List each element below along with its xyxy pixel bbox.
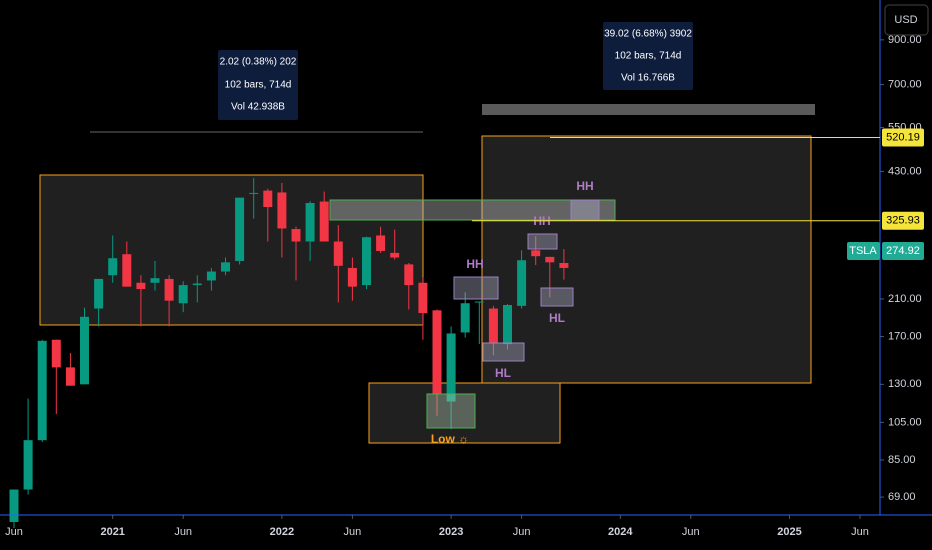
candle-body bbox=[192, 283, 202, 286]
candle-body bbox=[559, 263, 569, 268]
candle-body bbox=[221, 262, 230, 272]
candle-body bbox=[51, 339, 61, 368]
candle-body bbox=[503, 304, 512, 345]
y-tick-label: 900.00 bbox=[888, 34, 922, 46]
candle-body bbox=[65, 367, 75, 386]
candle-body bbox=[418, 282, 428, 314]
candle-body bbox=[474, 301, 484, 303]
candle-body bbox=[362, 237, 371, 286]
candle-body bbox=[319, 201, 329, 242]
annotation: HL bbox=[495, 366, 511, 380]
x-tick-label: 2024 bbox=[608, 526, 633, 538]
candle-body bbox=[150, 278, 160, 283]
y-tick-label: 700.00 bbox=[888, 79, 922, 91]
y-tick-label: 105.00 bbox=[888, 416, 922, 428]
y-tick-label: 210.00 bbox=[888, 293, 922, 305]
candle-body bbox=[291, 229, 301, 242]
x-tick-label: Jun bbox=[174, 526, 192, 538]
x-tick-label: Jun bbox=[682, 526, 700, 538]
y-tick-label: 170.00 bbox=[888, 330, 922, 342]
last-price-label: 274.92 bbox=[886, 245, 920, 257]
candle-body bbox=[249, 192, 259, 194]
symbol-label-bg bbox=[847, 242, 880, 261]
candle-body bbox=[263, 190, 273, 208]
candle-body bbox=[9, 489, 19, 522]
candle-body bbox=[545, 256, 555, 263]
y-tick-label: 69.00 bbox=[888, 491, 916, 503]
candle-body bbox=[376, 235, 386, 251]
last-price-bg bbox=[882, 242, 924, 261]
price-label: 520.19 bbox=[886, 131, 920, 143]
pivot-box bbox=[426, 393, 476, 429]
y-tick-label: 430.00 bbox=[888, 165, 922, 177]
annotation: HH bbox=[466, 257, 483, 271]
price-label-bg bbox=[882, 211, 924, 230]
symbol-label: TSLA bbox=[849, 245, 877, 257]
candle-body bbox=[333, 241, 343, 266]
candle-body bbox=[488, 308, 498, 343]
range-box bbox=[481, 135, 812, 384]
pivot-box bbox=[570, 199, 600, 221]
candle-body bbox=[446, 333, 456, 402]
x-tick-label: Jun bbox=[851, 526, 869, 538]
y-tick-label: 130.00 bbox=[888, 378, 922, 390]
measure-box bbox=[603, 22, 693, 90]
candle-body bbox=[517, 260, 527, 306]
measure-text: 102 bars, 714d bbox=[615, 51, 682, 62]
range-box bbox=[368, 382, 561, 444]
currency-button[interactable] bbox=[884, 4, 929, 36]
candle-body bbox=[347, 267, 357, 287]
price-label-bg bbox=[882, 128, 924, 147]
candle-body bbox=[432, 310, 442, 395]
x-tick-label: 2023 bbox=[439, 526, 463, 538]
candle-body bbox=[404, 264, 414, 286]
zone bbox=[329, 199, 616, 221]
x-tick-label: Jun bbox=[5, 526, 23, 538]
pivot-box bbox=[527, 233, 558, 250]
candle-body bbox=[206, 271, 216, 281]
candle-body bbox=[122, 254, 132, 287]
candle-body bbox=[178, 285, 188, 304]
candle-body bbox=[277, 192, 287, 229]
candle-body bbox=[37, 340, 47, 441]
candle-body bbox=[390, 252, 400, 258]
measure-text: Vol 42.938B bbox=[231, 102, 285, 113]
currency[interactable]: USD bbox=[894, 14, 917, 26]
price-label: 325.93 bbox=[886, 215, 920, 227]
x-tick-label: 2021 bbox=[100, 526, 124, 538]
candle-body bbox=[80, 316, 89, 385]
measure-text: 39.02 (6.68%) 3902 bbox=[604, 29, 692, 40]
measure-text: 2.02 (0.38%) 202 bbox=[220, 57, 297, 68]
x-tick-label: Jun bbox=[344, 526, 362, 538]
measure-text: Vol 16.766B bbox=[621, 73, 675, 84]
candle-body bbox=[531, 250, 541, 257]
candle-body bbox=[136, 282, 146, 290]
x-tick-label: 2022 bbox=[270, 526, 294, 538]
measure-text: 102 bars, 714d bbox=[225, 80, 292, 91]
candle-body bbox=[108, 258, 118, 276]
candle-body bbox=[23, 440, 33, 490]
candle-body bbox=[164, 278, 174, 301]
pivot-box bbox=[453, 276, 499, 300]
candle-body bbox=[305, 203, 315, 242]
candle-body bbox=[94, 278, 104, 309]
x-tick-label: 2025 bbox=[777, 526, 801, 538]
annotation: HL bbox=[549, 311, 565, 325]
measure-box bbox=[218, 50, 298, 120]
annotation: Low ☼ bbox=[431, 432, 469, 446]
pivot-box bbox=[482, 342, 525, 362]
pivot-box bbox=[540, 287, 574, 307]
gray-bar bbox=[482, 104, 815, 115]
candle-body bbox=[460, 303, 470, 333]
annotation: HH bbox=[576, 179, 593, 193]
x-tick-label: Jun bbox=[513, 526, 531, 538]
candle-body bbox=[235, 197, 245, 261]
y-tick-label: 85.00 bbox=[888, 454, 916, 466]
